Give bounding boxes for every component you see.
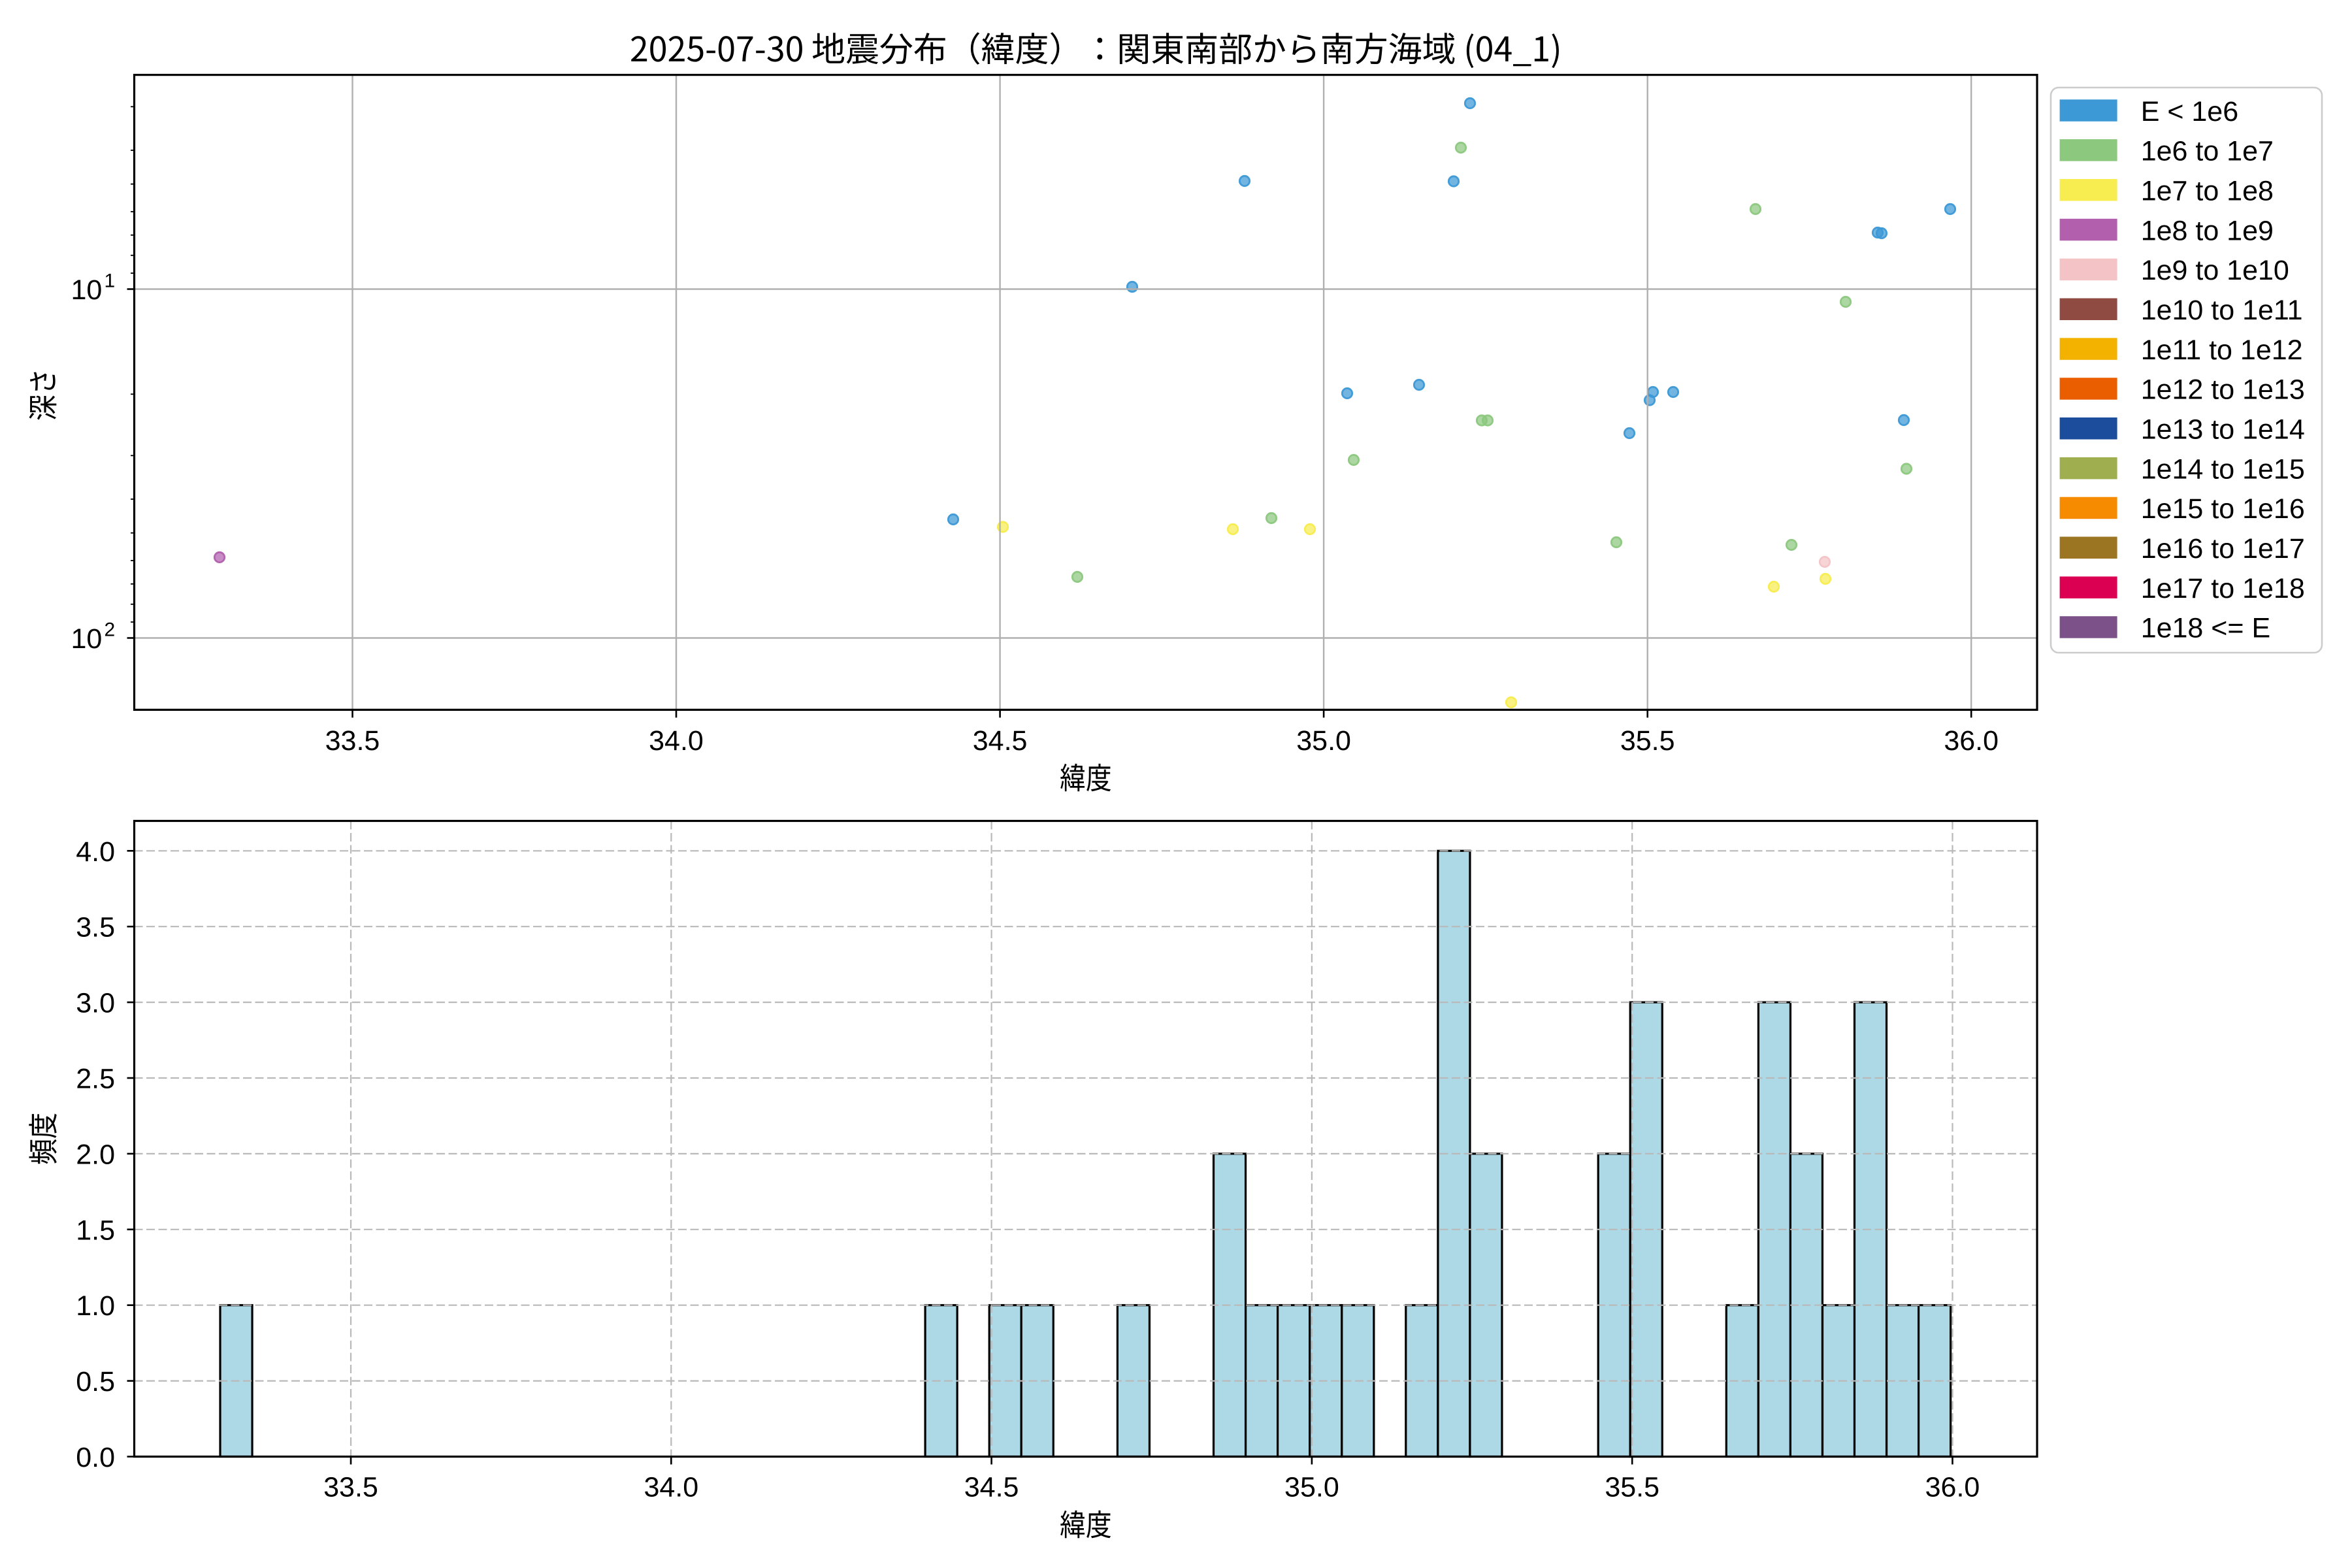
svg-text:1e13 to 1e14: 1e13 to 1e14 <box>2141 414 2305 446</box>
svg-text:1e9 to 1e10: 1e9 to 1e10 <box>2141 255 2289 286</box>
svg-text:1e14 to 1e15: 1e14 to 1e15 <box>2141 453 2305 485</box>
svg-text:1e11 to 1e12: 1e11 to 1e12 <box>2141 335 2303 366</box>
svg-text:1e17 to 1e18: 1e17 to 1e18 <box>2141 573 2305 604</box>
svg-text:1: 1 <box>105 270 116 292</box>
svg-text:3.5: 3.5 <box>76 912 115 943</box>
svg-text:1e16 to 1e17: 1e16 to 1e17 <box>2141 533 2305 564</box>
svg-text:36.0: 36.0 <box>1944 725 1999 757</box>
svg-text:E < 1e6: E < 1e6 <box>2141 96 2238 127</box>
svg-text:35.0: 35.0 <box>1284 1472 1339 1503</box>
svg-text:1e12 to 1e13: 1e12 to 1e13 <box>2141 374 2305 406</box>
svg-text:34.5: 34.5 <box>964 1472 1019 1503</box>
svg-text:33.5: 33.5 <box>325 725 380 757</box>
svg-text:2: 2 <box>105 619 116 641</box>
svg-text:2.0: 2.0 <box>76 1139 115 1170</box>
svg-text:33.5: 33.5 <box>323 1472 378 1503</box>
svg-text:1e18 <= E: 1e18 <= E <box>2141 613 2270 644</box>
svg-text:34.5: 34.5 <box>973 725 1028 757</box>
svg-text:35.5: 35.5 <box>1605 1472 1659 1503</box>
svg-text:1.0: 1.0 <box>76 1290 115 1322</box>
svg-text:1.5: 1.5 <box>76 1215 115 1246</box>
svg-text:1e15 to 1e16: 1e15 to 1e16 <box>2141 493 2305 525</box>
svg-text:0.0: 0.0 <box>76 1442 115 1473</box>
svg-text:0.5: 0.5 <box>76 1366 115 1397</box>
svg-text:1e10 to 1e11: 1e10 to 1e11 <box>2141 295 2303 326</box>
svg-text:35.0: 35.0 <box>1296 725 1351 757</box>
svg-text:2.5: 2.5 <box>76 1064 115 1095</box>
svg-text:3.0: 3.0 <box>76 988 115 1019</box>
svg-text:4.0: 4.0 <box>76 836 115 868</box>
svg-text:10: 10 <box>71 623 103 655</box>
svg-text:1e8 to 1e9: 1e8 to 1e9 <box>2141 215 2274 246</box>
svg-text:1e6 to 1e7: 1e6 to 1e7 <box>2141 136 2274 167</box>
svg-text:34.0: 34.0 <box>649 725 704 757</box>
svg-text:1e7 to 1e8: 1e7 to 1e8 <box>2141 176 2274 207</box>
svg-text:34.0: 34.0 <box>644 1472 698 1503</box>
svg-text:10: 10 <box>71 274 103 306</box>
svg-text:35.5: 35.5 <box>1620 725 1675 757</box>
svg-text:36.0: 36.0 <box>1925 1472 1980 1503</box>
